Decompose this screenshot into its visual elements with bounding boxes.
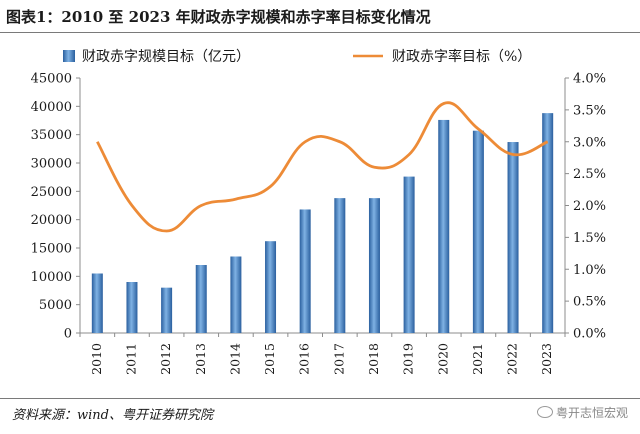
right-tick-label: 4.0% bbox=[573, 72, 606, 87]
left-tick-label: 25000 bbox=[31, 185, 72, 200]
bar bbox=[230, 256, 242, 333]
right-tick-label: 0.0% bbox=[573, 327, 606, 342]
bar bbox=[438, 119, 450, 333]
x-tick-label: 2015 bbox=[262, 343, 277, 375]
x-tick-label: 2016 bbox=[297, 343, 312, 375]
right-tick-label: 2.5% bbox=[573, 167, 606, 182]
left-tick-label: 10000 bbox=[31, 270, 72, 285]
bar bbox=[472, 130, 484, 333]
bar bbox=[542, 113, 554, 333]
line-point bbox=[511, 153, 514, 156]
left-tick-label: 0 bbox=[64, 327, 72, 342]
line-point bbox=[130, 204, 133, 207]
bar bbox=[368, 198, 380, 333]
source-note: 资料来源：wind、粤开证券研究院 bbox=[12, 408, 213, 423]
line-point bbox=[234, 198, 237, 201]
legend-line-label: 财政赤字率目标（%） bbox=[392, 48, 531, 65]
x-tick-label: 2011 bbox=[123, 343, 138, 375]
x-tick-label: 2022 bbox=[505, 343, 520, 375]
wechat-icon bbox=[536, 406, 553, 418]
bar bbox=[126, 282, 138, 333]
right-tick-label: 2.0% bbox=[573, 199, 606, 214]
x-tick-label: 2018 bbox=[366, 343, 381, 375]
line-point bbox=[96, 140, 99, 143]
left-tick-label: 45000 bbox=[31, 72, 72, 87]
bar bbox=[403, 176, 415, 333]
chart-title: 图表1：2010 至 2023 年财政赤字规模和赤字率目标变化情况 bbox=[6, 8, 431, 26]
line-point bbox=[304, 140, 307, 143]
chart: 财政赤字规模目标（亿元） 财政赤字率目标（%） 0 5000 10000 15000 2… bbox=[31, 48, 606, 375]
line-point bbox=[200, 204, 203, 207]
x-tick-label: 2019 bbox=[401, 343, 416, 375]
x-tick-label: 2012 bbox=[158, 343, 173, 375]
legend-bar-label: 财政赤字规模目标（亿元） bbox=[82, 49, 250, 65]
line-point bbox=[477, 127, 480, 130]
line-point bbox=[165, 229, 168, 232]
right-tick-label: 1.0% bbox=[573, 263, 606, 278]
right-tick-label: 3.5% bbox=[573, 103, 606, 118]
bar bbox=[334, 198, 346, 333]
x-tick-label: 2023 bbox=[539, 343, 554, 375]
right-tick-label: 3.0% bbox=[573, 135, 606, 150]
deficit-rate-line bbox=[96, 101, 549, 233]
line-point bbox=[338, 140, 341, 143]
bar bbox=[265, 241, 277, 333]
legend-bar-swatch bbox=[63, 50, 75, 62]
left-tick-label: 5000 bbox=[39, 298, 72, 313]
x-tick-label: 2013 bbox=[193, 343, 208, 375]
bar bbox=[195, 265, 207, 333]
x-tick-label: 2020 bbox=[435, 343, 450, 375]
left-tick-label: 30000 bbox=[31, 157, 72, 172]
left-tick-label: 20000 bbox=[31, 213, 72, 228]
legend: 财政赤字规模目标（亿元） 财政赤字率目标（%） bbox=[63, 48, 531, 65]
watermark-text: 粤开志恒宏观 bbox=[555, 406, 628, 420]
line-point bbox=[373, 166, 376, 169]
bar bbox=[161, 287, 173, 333]
line-point bbox=[408, 153, 411, 156]
footer-divider bbox=[0, 398, 640, 399]
title-divider bbox=[0, 32, 640, 33]
x-tick-label: 2021 bbox=[470, 343, 485, 375]
left-tick-label: 35000 bbox=[31, 128, 72, 143]
x-tick-label: 2017 bbox=[331, 343, 346, 375]
watermark: 粤开志恒宏观 bbox=[536, 404, 628, 421]
left-tick-label: 40000 bbox=[31, 100, 72, 115]
bar bbox=[507, 142, 519, 333]
x-tick-label: 2014 bbox=[227, 343, 242, 375]
bar bbox=[91, 273, 103, 333]
x-tick-label: 2010 bbox=[89, 343, 104, 375]
line-point bbox=[442, 102, 445, 105]
left-tick-label: 15000 bbox=[31, 242, 72, 257]
right-tick-label: 1.5% bbox=[573, 231, 606, 246]
line-point bbox=[269, 185, 272, 188]
bar bbox=[299, 209, 311, 333]
right-tick-label: 0.5% bbox=[573, 295, 606, 310]
line-point bbox=[546, 140, 549, 143]
